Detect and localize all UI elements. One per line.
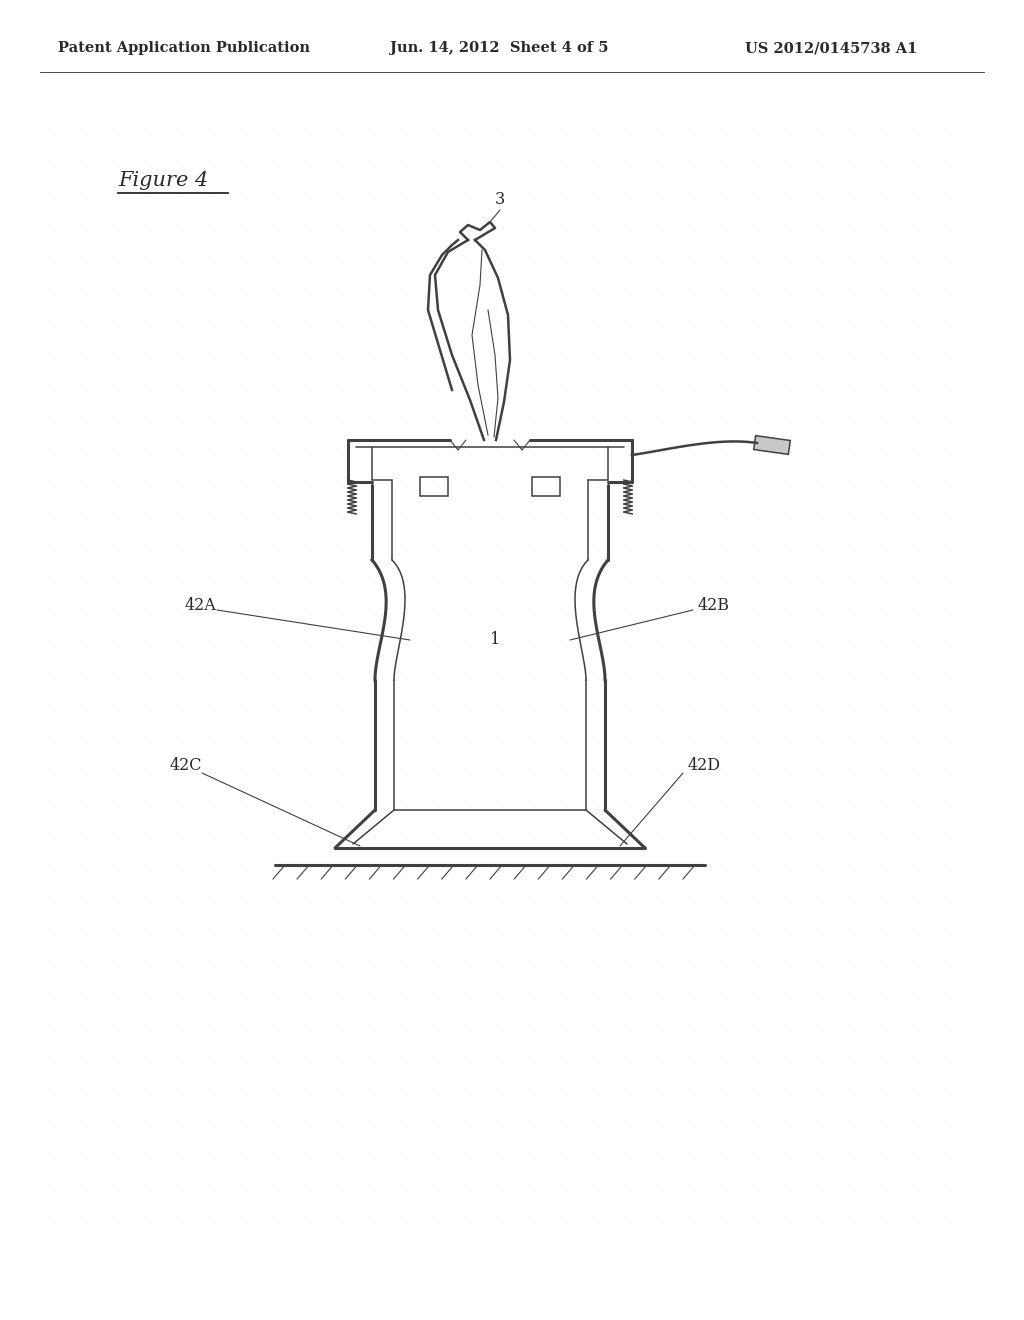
Text: Figure 4: Figure 4 [118, 170, 208, 190]
Text: 42C: 42C [170, 756, 203, 774]
Text: US 2012/0145738 A1: US 2012/0145738 A1 [745, 41, 918, 55]
Text: Jun. 14, 2012  Sheet 4 of 5: Jun. 14, 2012 Sheet 4 of 5 [390, 41, 608, 55]
Text: 42D: 42D [688, 756, 721, 774]
Text: 42A: 42A [185, 597, 217, 614]
Text: Patent Application Publication: Patent Application Publication [58, 41, 310, 55]
FancyBboxPatch shape [754, 436, 791, 454]
Text: 1: 1 [489, 631, 500, 648]
Bar [420, 477, 449, 496]
Text: 42B: 42B [698, 597, 730, 614]
Bar [532, 477, 560, 496]
Text: 3: 3 [495, 191, 505, 209]
